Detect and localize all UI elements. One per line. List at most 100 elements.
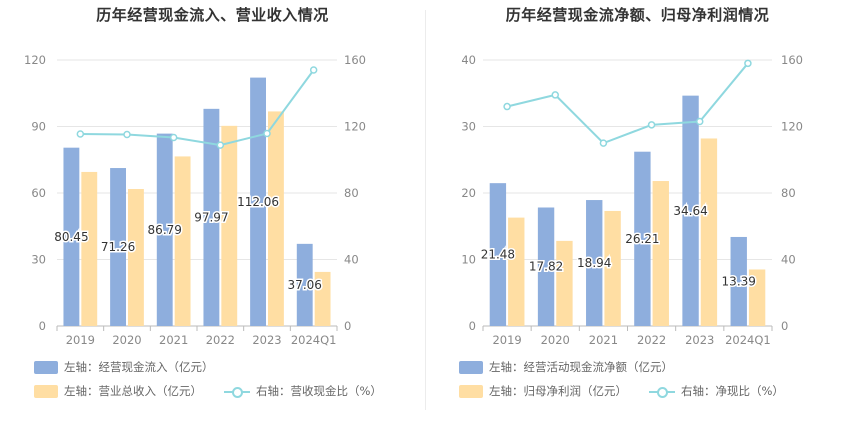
legend-label: 右轴：净现比（%） xyxy=(681,384,784,398)
bar-data-label: 71.26 xyxy=(101,240,135,254)
x-tick-label: 2021 xyxy=(589,333,618,347)
bar-series-1 xyxy=(110,168,126,326)
legend-row-2: 左轴：营业总收入（亿元） 右轴：营收现金比（%） xyxy=(34,383,404,399)
line-point xyxy=(216,141,225,149)
legend-item-cash-ratio[interactable]: 右轴：营收现金比（%） xyxy=(224,383,382,399)
panel-divider xyxy=(425,10,426,410)
x-tick-label: 2024Q1 xyxy=(291,333,337,347)
legend-line-swatch xyxy=(224,385,250,398)
line-point xyxy=(263,129,271,138)
bar-series-2 xyxy=(128,189,144,326)
x-tick-label: 2019 xyxy=(66,333,95,347)
bar-data-label: 112.06 xyxy=(237,195,279,209)
line-point xyxy=(744,59,752,68)
chart-title: 历年经营现金流净额、归母净利润情况 xyxy=(505,6,770,24)
y-left-tick-label: 90 xyxy=(31,120,46,134)
y-right-tick-label: 40 xyxy=(344,253,359,267)
y-right-tick-label: 0 xyxy=(781,319,788,333)
legend-item-revenue[interactable]: 左轴：营业总收入（亿元） xyxy=(34,383,202,399)
x-tick-label: 2024Q1 xyxy=(725,333,771,347)
y-left-tick-label: 120 xyxy=(24,53,46,67)
bar-series-2 xyxy=(748,269,766,326)
bar-series-1 xyxy=(730,236,747,326)
y-right-tick-label: 160 xyxy=(344,53,366,67)
bar-data-label: 97.97 xyxy=(194,210,228,224)
bar-data-label: 21.48 xyxy=(481,248,515,262)
bar-data-label: 80.45 xyxy=(54,230,88,244)
bar-data-label: 34.64 xyxy=(673,204,707,218)
bar-series-1 xyxy=(682,95,699,326)
bar-series-1 xyxy=(203,108,220,327)
bar-series-1 xyxy=(634,151,651,326)
y-right-tick-label: 40 xyxy=(781,253,796,267)
bar-series-1 xyxy=(250,77,266,326)
chart-title: 历年经营现金流入、营业收入情况 xyxy=(96,6,329,24)
x-tick-label: 2020 xyxy=(541,333,570,347)
y-left-tick-label: 10 xyxy=(461,253,476,267)
bar-series-2 xyxy=(81,171,98,326)
line-series xyxy=(80,69,315,147)
y-right-tick-label: 120 xyxy=(781,120,803,134)
legend-label: 左轴：经营现金流入（亿元） xyxy=(64,360,214,374)
x-tick-label: 2019 xyxy=(492,333,521,347)
legend-item-net-cash[interactable]: 左轴：经营活动现金流净额（亿元） xyxy=(459,359,673,375)
bar-data-label: 13.39 xyxy=(722,274,756,288)
y-left-tick-label: 0 xyxy=(469,319,476,333)
bar-series-1 xyxy=(489,183,507,326)
line-series xyxy=(506,62,749,145)
line-point xyxy=(647,121,656,129)
y-left-tick-label: 0 xyxy=(39,319,46,333)
bar-series-1 xyxy=(586,200,603,326)
bar-series-1 xyxy=(63,147,80,326)
y-right-tick-label: 120 xyxy=(344,120,366,134)
legend-row-1: 左轴：经营活动现金流净额（亿元） xyxy=(459,359,695,375)
bar-series-2 xyxy=(508,217,525,326)
y-right-tick-label: 80 xyxy=(781,186,796,200)
bar-series-2 xyxy=(604,210,621,326)
y-left-tick-label: 30 xyxy=(461,120,476,134)
bar-data-label: 17.82 xyxy=(529,260,563,274)
legend-item-net-profit[interactable]: 左轴：归母净利润（亿元） xyxy=(459,383,627,399)
line-point xyxy=(599,139,608,147)
legend-row-2: 左轴：归母净利润（亿元） 右轴：净现比（%） xyxy=(459,383,806,399)
bar-series-2 xyxy=(314,271,331,326)
x-tick-label: 2022 xyxy=(206,333,235,347)
legend-label: 左轴：营业总收入（亿元） xyxy=(64,384,202,398)
line-point xyxy=(169,133,178,142)
legend-item-cash-inflow[interactable]: 左轴：经营现金流入（亿元） xyxy=(34,359,214,375)
legend-swatch xyxy=(34,360,58,374)
line-point xyxy=(309,66,318,74)
legend-line-swatch xyxy=(649,385,675,398)
legend-label: 左轴：归母净利润（亿元） xyxy=(489,384,627,398)
legend-swatch xyxy=(459,384,483,398)
bar-series-1 xyxy=(296,243,313,326)
bar-series-1 xyxy=(537,207,555,326)
x-tick-label: 2021 xyxy=(159,333,188,347)
legend-label: 左轴：经营活动现金流净额（亿元） xyxy=(489,360,673,374)
line-point xyxy=(123,130,131,139)
x-tick-label: 2023 xyxy=(252,333,281,347)
line-point xyxy=(696,117,704,126)
bar-data-label: 18.94 xyxy=(577,256,611,270)
line-point xyxy=(76,130,85,138)
line-point xyxy=(503,102,511,111)
bar-series-2 xyxy=(268,111,284,326)
y-left-tick-label: 40 xyxy=(461,53,476,67)
bar-data-label: 86.79 xyxy=(148,223,182,237)
legend-row-1: 左轴：经营现金流入（亿元） xyxy=(34,359,236,375)
legend-label: 右轴：营收现金比（%） xyxy=(256,384,382,398)
y-left-tick-label: 30 xyxy=(31,253,46,267)
line-point xyxy=(551,91,559,99)
bar-series-1 xyxy=(156,133,173,326)
bar-series-2 xyxy=(652,181,669,326)
bar-data-label: 37.06 xyxy=(288,278,322,292)
x-tick-label: 2023 xyxy=(685,333,714,347)
legend-swatch xyxy=(459,360,483,374)
chart-panel-net-cash: 历年经营现金流净额、归母净利润情况 0 10 20 30 40 0 40 80 120 160 20… xyxy=(425,0,850,437)
chart-plot-area: 0 30 60 90 120 0 40 80 120 160 2019 2020 2021 2022 202… xyxy=(24,53,366,347)
bar-series-2 xyxy=(700,138,718,326)
legend-item-net-cash-ratio[interactable]: 右轴：净现比（%） xyxy=(649,383,784,399)
chart-panel-cash-inflow: 历年经营现金流入、营业收入情况 0 30 60 90 120 0 40 80 120 160 201… xyxy=(24,6,404,399)
bar-data-label: 26.21 xyxy=(625,232,659,246)
x-tick-label: 2020 xyxy=(112,333,141,347)
